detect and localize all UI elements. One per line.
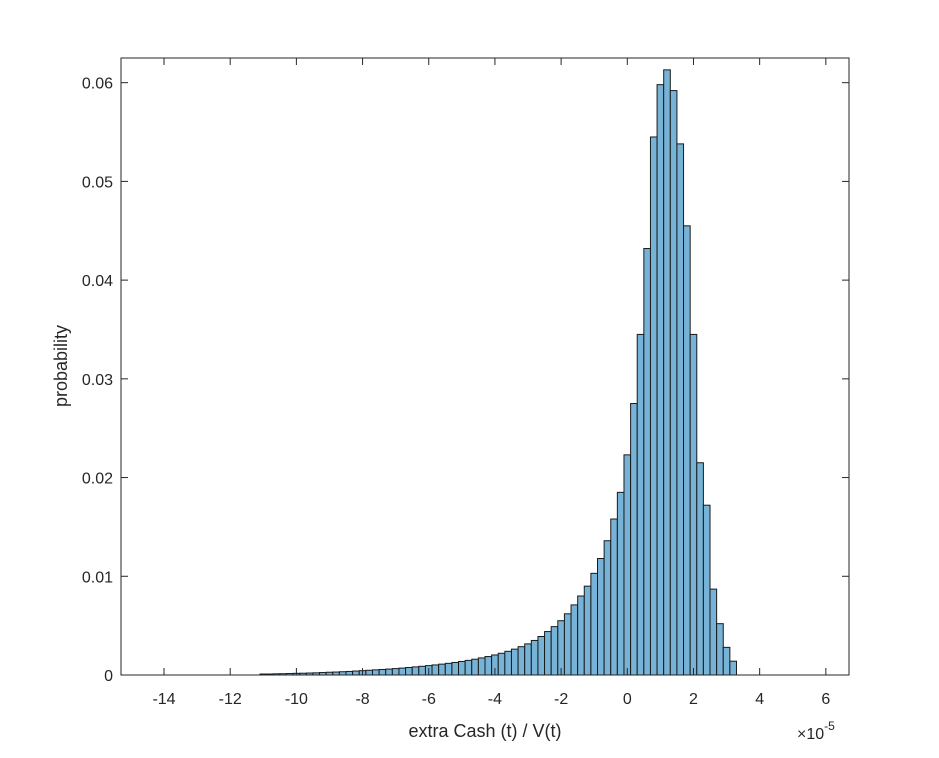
histogram-bar <box>683 225 691 676</box>
plot-background <box>121 58 849 675</box>
histogram-bar <box>438 663 446 676</box>
histogram-bar <box>597 558 605 676</box>
histogram-bar <box>716 623 724 676</box>
histogram-bar <box>643 248 651 676</box>
histogram-bar <box>550 626 559 676</box>
histogram-bar <box>709 588 718 676</box>
histogram-bar <box>570 604 579 676</box>
histogram-bar <box>610 518 618 676</box>
histogram-bar <box>405 667 413 676</box>
histogram-bar <box>563 613 572 676</box>
x-tick-label: 4 <box>755 691 764 708</box>
histogram-bar <box>630 403 638 676</box>
histogram-bar <box>345 670 354 676</box>
histogram-bar <box>365 669 373 676</box>
histogram-bar <box>636 333 645 676</box>
histogram-bar <box>616 491 625 676</box>
histogram-bar <box>729 660 737 676</box>
histogram-bar <box>537 636 546 676</box>
histogram-bar <box>722 646 731 676</box>
histogram-bar <box>451 661 460 676</box>
x-axis-exponent: ×10-5 <box>797 719 835 743</box>
histogram-bar <box>504 650 512 676</box>
histogram-bar <box>663 69 671 676</box>
histogram-bar <box>464 659 473 676</box>
y-axis-label: probability <box>51 325 71 407</box>
x-tick-label: -2 <box>554 691 568 708</box>
histogram-bar <box>371 669 380 676</box>
histogram-bar <box>696 462 704 676</box>
histogram-bar <box>669 90 678 676</box>
y-tick-label: 0.02 <box>82 471 113 488</box>
histogram-bar <box>689 333 698 676</box>
histogram-bar <box>497 652 506 676</box>
y-tick-label: 0 <box>104 668 113 685</box>
histogram-bar <box>530 639 539 676</box>
histogram-bar <box>544 631 552 676</box>
plot-box <box>120 57 850 676</box>
histogram-bar <box>676 143 685 676</box>
histogram-bar <box>391 668 400 676</box>
x-tick-label: -4 <box>488 691 502 708</box>
x-tick-label: 0 <box>623 691 632 708</box>
histogram-bar <box>603 540 612 676</box>
y-tick-label: 0.04 <box>82 273 113 290</box>
histogram-bar <box>583 585 592 676</box>
y-tick-label: 0.03 <box>82 372 113 389</box>
x-tick-label: -12 <box>219 691 242 708</box>
y-axis-ticks: 0 0.01 0.02 0.03 0.04 0.05 0.06 <box>82 76 849 685</box>
histogram-bar <box>510 648 519 676</box>
histogram-bar <box>623 454 632 676</box>
histogram-bar <box>411 666 420 676</box>
histogram-bar <box>458 660 466 676</box>
histogram-bar <box>702 504 711 676</box>
y-tick-label: 0.06 <box>82 76 113 93</box>
x-tick-label: -8 <box>355 691 369 708</box>
x-axis-exponent-power: -5 <box>824 719 835 733</box>
histogram-bar <box>590 572 599 676</box>
histogram-bar <box>418 665 426 676</box>
x-tick-label: -14 <box>152 691 175 708</box>
histogram-bar <box>444 662 453 676</box>
x-tick-label: 2 <box>689 691 698 708</box>
x-axis-ticks: -14 -12 -10 -8 -6 -4 -2 0 2 4 6 <box>152 58 830 708</box>
histogram-bar <box>517 646 526 676</box>
x-axis-exponent-base: ×10 <box>797 726 824 743</box>
histogram-bar <box>471 658 479 676</box>
histogram-bar <box>656 84 665 676</box>
histogram-bar <box>524 643 532 676</box>
x-axis-label: extra Cash (t) / V(t) <box>408 721 561 741</box>
histogram-bar <box>398 667 407 676</box>
x-tick-label: -10 <box>285 691 308 708</box>
histogram-bar <box>352 670 360 676</box>
histogram-bar <box>385 668 393 676</box>
y-tick-label: 0.05 <box>82 174 113 191</box>
x-tick-label: -6 <box>422 691 436 708</box>
histogram-bar <box>378 668 387 676</box>
histogram-bar <box>477 657 486 676</box>
y-tick-label: 0.01 <box>82 569 113 586</box>
histogram-bar <box>431 664 440 676</box>
histogram-bar <box>484 656 493 676</box>
histogram-bar <box>649 136 658 676</box>
histogram-bar <box>557 620 565 676</box>
x-tick-label: 6 <box>821 691 830 708</box>
histogram-bar <box>577 595 585 676</box>
